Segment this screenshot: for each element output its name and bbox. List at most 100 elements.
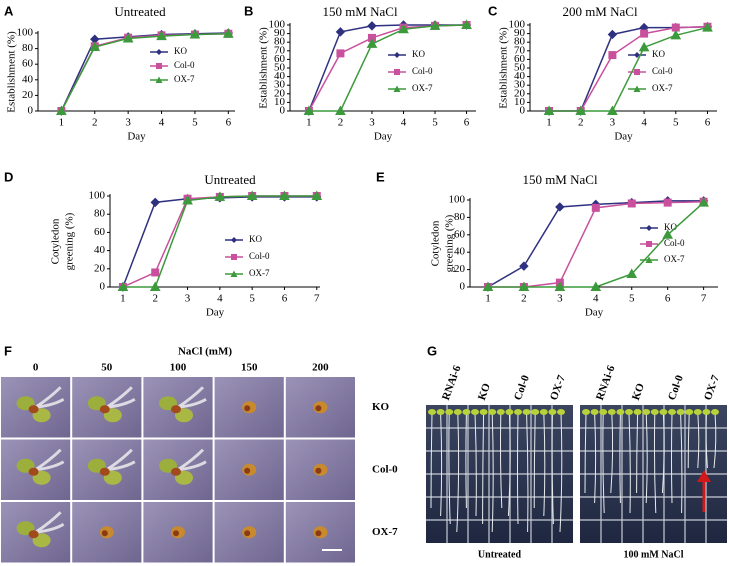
root	[499, 412, 503, 509]
y-tick-label: 60	[94, 226, 106, 238]
seed-coat	[244, 405, 251, 412]
root	[619, 412, 621, 504]
chart-title: Untreated	[204, 172, 256, 187]
column-label: OX-7	[548, 373, 568, 402]
marker-diamond	[335, 27, 346, 37]
legend-label: KO	[652, 49, 665, 59]
root	[705, 412, 708, 469]
column-label: 150	[241, 362, 258, 374]
root	[526, 412, 529, 533]
seedling-leaf	[479, 409, 488, 415]
y-tick-label: 70	[274, 44, 286, 56]
condition-label: 100 mM NaCl	[624, 549, 684, 560]
marker-triangle	[482, 281, 494, 291]
root	[491, 412, 494, 533]
x-tick-label: 5	[249, 293, 255, 305]
seedling-leaf	[557, 409, 565, 415]
x-tick-label: 1	[120, 293, 126, 305]
y-tick-label: 60	[454, 228, 466, 240]
column-label: 100	[170, 362, 187, 374]
x-tick-label: 2	[92, 117, 98, 129]
marker-diamond	[367, 21, 377, 31]
marker-triangle	[122, 32, 134, 43]
marker-triangle	[554, 281, 566, 291]
series-line	[60, 32, 229, 112]
marker-triangle	[626, 268, 638, 278]
y-axis-label: greening (%)	[64, 212, 76, 270]
seedling-leaf	[633, 409, 642, 415]
x-tick-label: 7	[314, 293, 320, 305]
seedling-leaf	[428, 409, 436, 415]
root	[697, 412, 700, 469]
y-tick-label: 0	[460, 281, 466, 293]
legend-label: Col-0	[664, 238, 685, 248]
legend-marker	[646, 225, 652, 231]
marker-triangle	[398, 23, 409, 34]
x-tick-label: 6	[705, 117, 711, 129]
root	[687, 412, 690, 469]
series-line	[549, 25, 708, 112]
y-tick-label: 80	[514, 36, 526, 48]
x-tick-label: 5	[673, 117, 679, 129]
root-hairs	[177, 386, 207, 409]
root	[628, 412, 631, 514]
y-tick-label: 30	[274, 79, 286, 91]
root	[440, 412, 443, 517]
x-axis-label: Day	[585, 307, 604, 319]
row-label: OX-7	[372, 526, 398, 538]
root	[559, 412, 563, 533]
seed-coat	[101, 530, 108, 537]
y-tick-label: 80	[454, 211, 466, 223]
legend-label: KO	[412, 49, 425, 59]
seedling-leaf	[453, 409, 462, 415]
series-line	[308, 24, 467, 112]
seedling-leaf	[642, 409, 651, 415]
marker-triangle	[182, 195, 193, 205]
series-line	[549, 25, 708, 112]
legend-marker	[645, 256, 653, 263]
seedling-leaf	[462, 409, 471, 415]
marker-triangle	[461, 19, 472, 29]
y-axis-label: greening (%)	[444, 214, 456, 272]
y-tick-label: 0	[28, 105, 34, 117]
row-label: KO	[372, 401, 390, 413]
panel-letter: A	[4, 3, 14, 18]
root	[653, 412, 657, 514]
marker-triangle	[638, 41, 650, 52]
series-line	[549, 26, 708, 112]
x-tick-label: 3	[557, 293, 563, 305]
marker-triangle	[156, 30, 167, 41]
x-tick-label: 5	[629, 293, 635, 305]
seedling-leaf	[471, 409, 479, 415]
x-tick-label: 5	[192, 117, 198, 129]
column-label: 0	[33, 362, 39, 374]
seedling-leaf	[676, 409, 685, 415]
column-label: 200	[312, 362, 329, 374]
condition-label: Untreated	[478, 549, 522, 560]
x-tick-label: 3	[125, 117, 131, 129]
y-tick-label: 90	[274, 27, 286, 39]
y-tick-label: 100	[449, 194, 466, 206]
y-tick-label: 100	[89, 190, 106, 202]
x-tick-label: 2	[578, 117, 584, 129]
y-axis-label: Establishment (%)	[6, 31, 18, 113]
x-tick-label: 6	[665, 293, 671, 305]
marker-square	[608, 51, 617, 60]
panel-letter: E	[376, 169, 385, 184]
seedling-leaf	[685, 409, 694, 415]
root	[584, 412, 587, 494]
legend-label: Col-0	[412, 66, 433, 76]
x-tick-label: 7	[701, 293, 707, 305]
y-tick-label: 10	[274, 96, 286, 108]
x-tick-label: 1	[59, 117, 65, 129]
seedling-leaf	[582, 409, 590, 415]
legend-marker	[156, 63, 162, 69]
root	[661, 412, 665, 494]
y-tick-label: 80	[94, 208, 106, 220]
root	[636, 412, 639, 494]
legend-label: Col-0	[249, 251, 270, 261]
legend-label: KO	[249, 234, 262, 244]
y-tick-label: 40	[22, 73, 34, 85]
seed-coat	[171, 467, 181, 476]
legend-label: Col-0	[174, 60, 195, 70]
